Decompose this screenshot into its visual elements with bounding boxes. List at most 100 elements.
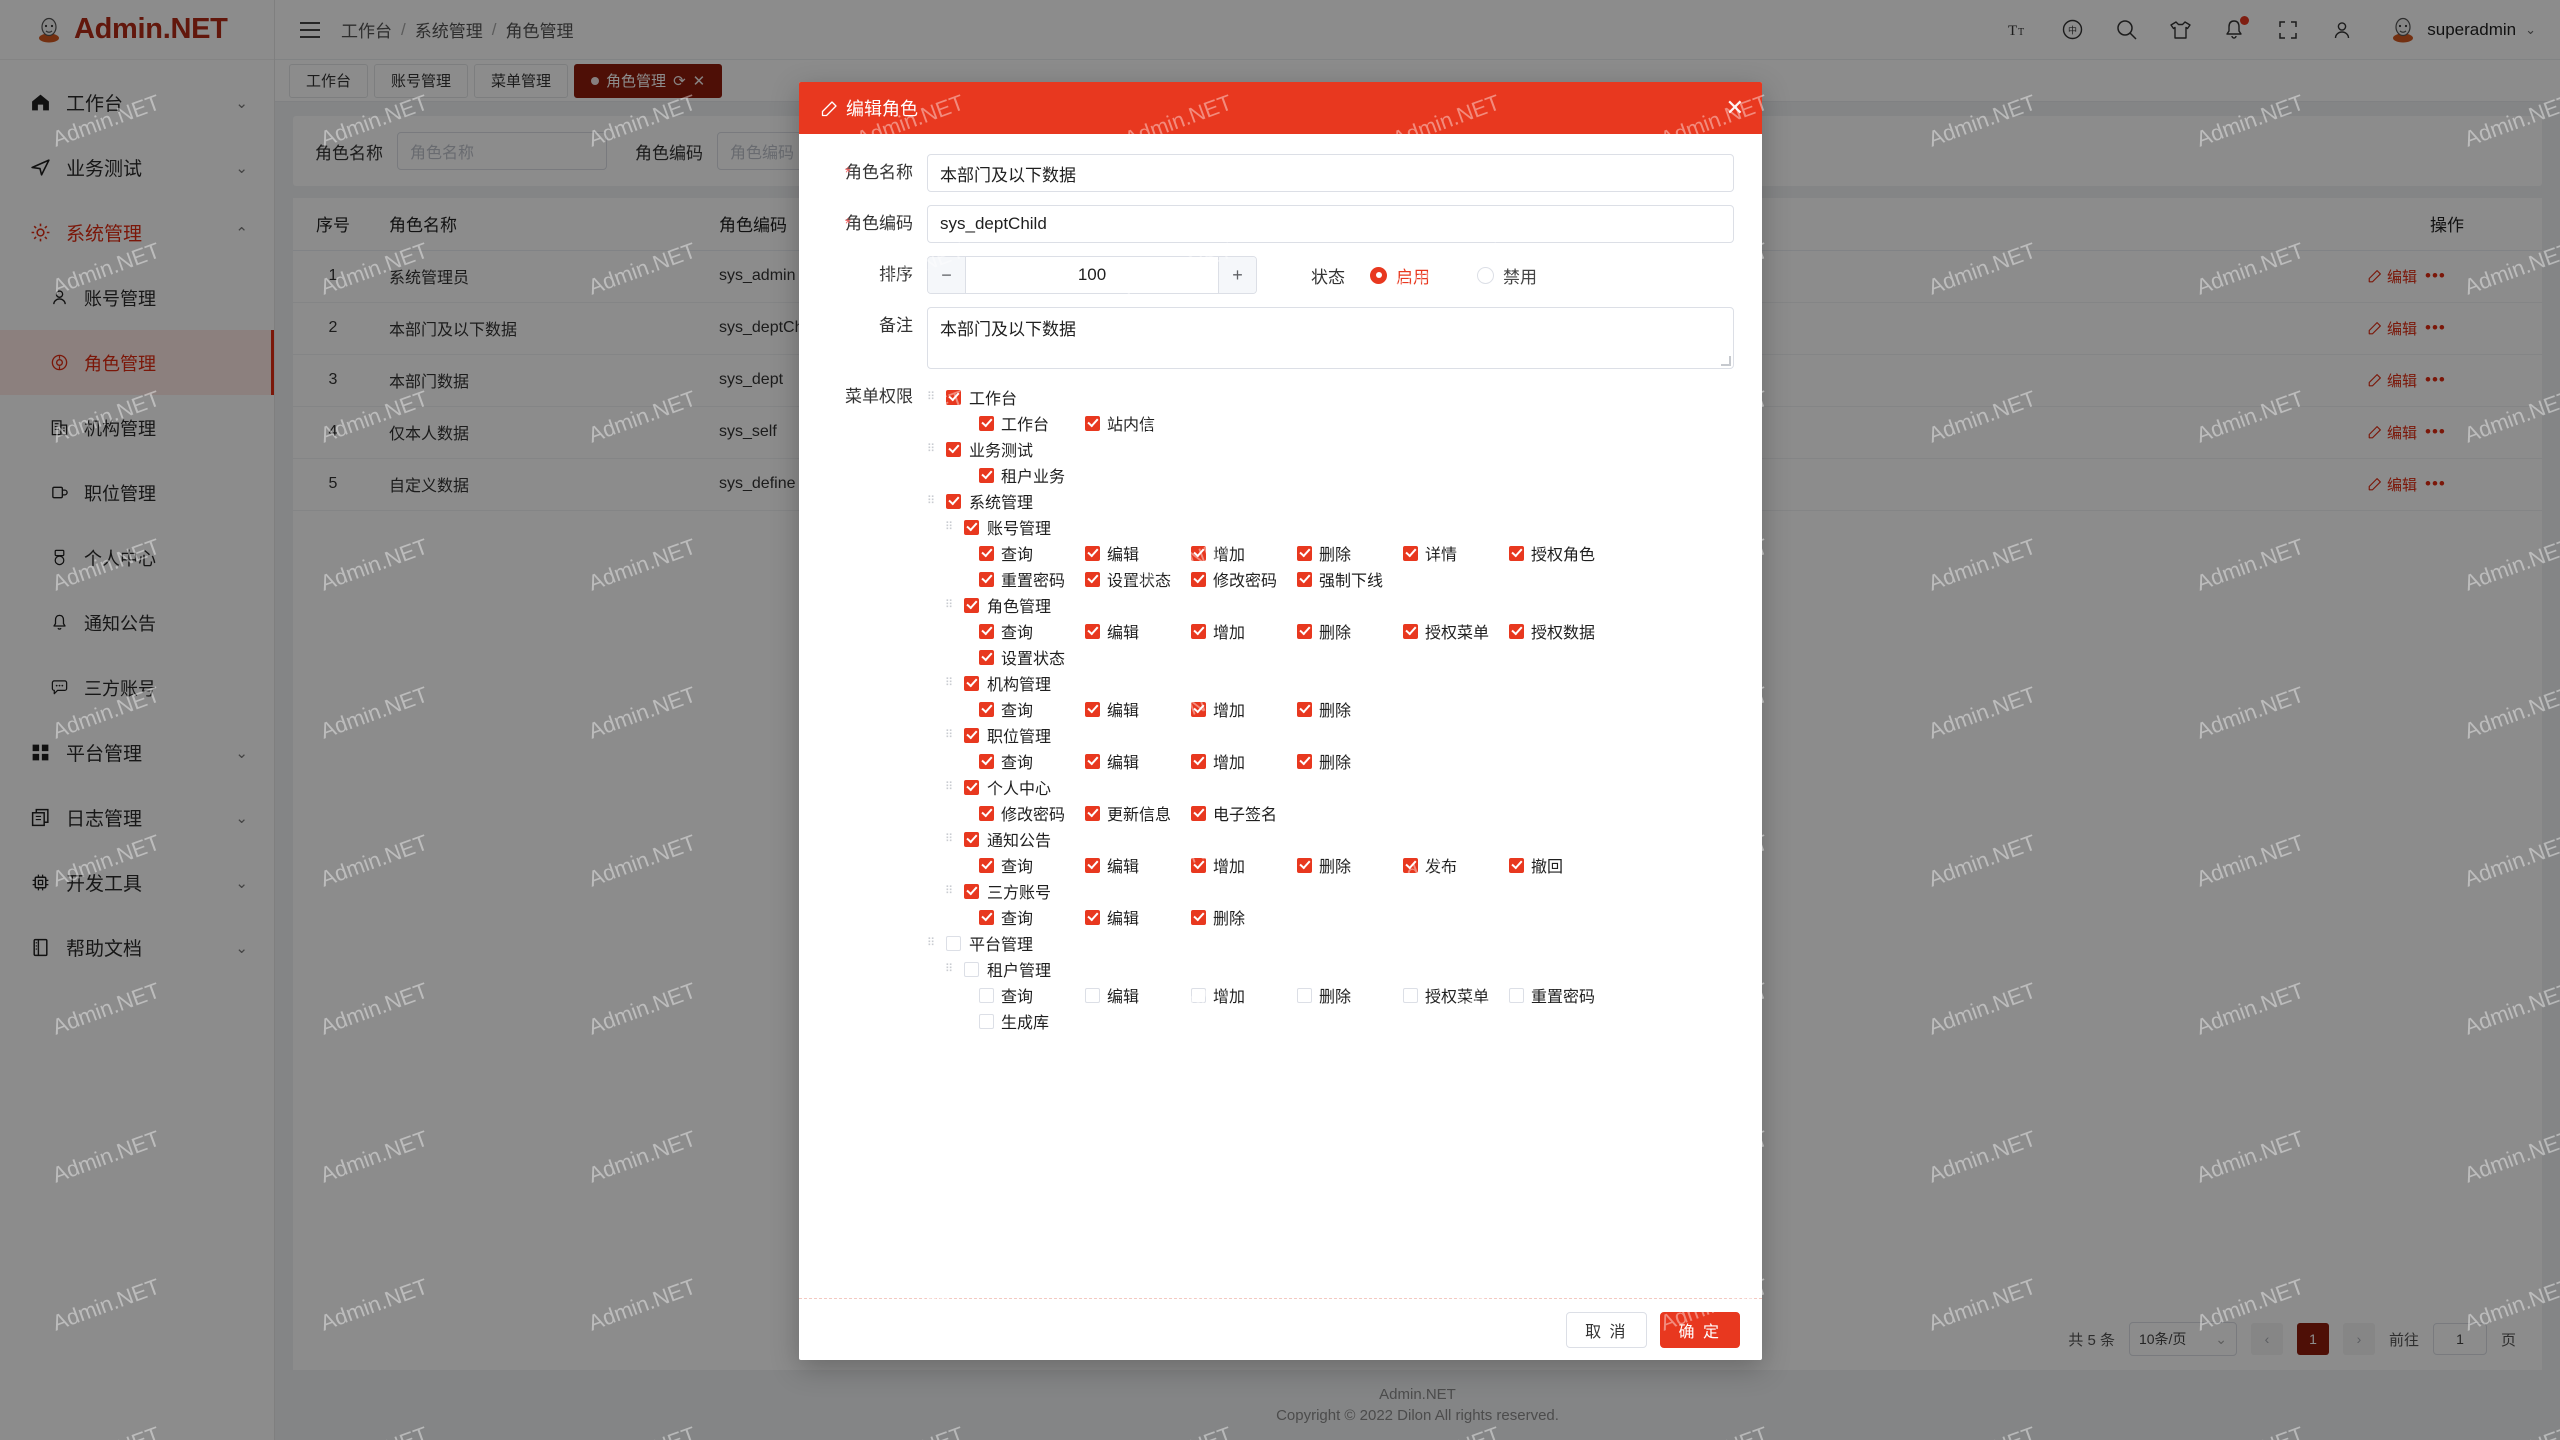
perm-leaf-checkbox[interactable] [1403, 623, 1418, 639]
tab-3[interactable]: 菜单管理 [474, 63, 569, 98]
perm-node-11[interactable]: ⠿ 平台管理 [927, 930, 1734, 956]
perm-leaf-4[interactable]: 删除 [1297, 749, 1351, 773]
resize-handle[interactable] [1721, 356, 1731, 366]
perm-leaf-3[interactable]: 增加 [1191, 853, 1245, 877]
sidebar-item-6[interactable]: 机构管理 [0, 395, 274, 460]
perm-leaf-2[interactable]: 编辑 [1085, 541, 1139, 565]
perm-leaf-1[interactable]: 查询 [979, 541, 1033, 565]
drag-handle-icon[interactable]: ⠿ [927, 390, 936, 403]
perm-leaf-checkbox[interactable] [1403, 857, 1418, 873]
perm-leaf-2[interactable]: 编辑 [1085, 619, 1139, 643]
perm-leaf-checkbox[interactable] [1191, 909, 1206, 925]
perm-leaf-checkbox[interactable] [1085, 857, 1100, 873]
perm-node-checkbox[interactable] [964, 727, 979, 743]
perm-leaf-6[interactable]: 授权角色 [1509, 541, 1595, 565]
drag-handle-icon[interactable]: ⠿ [927, 494, 936, 507]
font-size-icon[interactable]: T T [2006, 18, 2030, 42]
sidebar-item-10[interactable]: 三方账号 [0, 655, 274, 720]
row-more-icon[interactable]: ••• [2425, 474, 2446, 493]
perm-leaf-1[interactable]: 查询 [979, 853, 1033, 877]
sidebar-collapse-icon[interactable] [293, 13, 327, 47]
sort-value[interactable]: 100 [1077, 265, 1107, 284]
tab-4[interactable]: 角色管理 ⟳ ✕ [574, 63, 723, 98]
cancel-button[interactable]: 取 消 [1566, 1311, 1647, 1348]
perm-leaf-checkbox[interactable] [1085, 415, 1100, 431]
row-edit-button[interactable]: 编辑 [2368, 370, 2417, 391]
sort-stepper[interactable]: − 100 + [927, 256, 1257, 294]
row-more-icon[interactable]: ••• [2425, 266, 2446, 285]
perm-leaf-checkbox[interactable] [1191, 987, 1206, 1003]
perm-node-checkbox[interactable] [946, 389, 961, 405]
perm-leaf-8[interactable]: 设置状态 [1085, 567, 1171, 591]
perm-node-8[interactable]: ⠿ 个人中心 [927, 774, 1734, 800]
perm-node-4[interactable]: ⠿ 账号管理 [927, 514, 1734, 540]
perm-leaf-checkbox[interactable] [1085, 571, 1100, 587]
perm-leaf-4[interactable]: 删除 [1297, 853, 1351, 877]
perm-leaf-1[interactable]: 租户业务 [979, 463, 1065, 487]
perm-leaf-checkbox[interactable] [1085, 701, 1100, 717]
row-edit-button[interactable]: 编辑 [2368, 474, 2417, 495]
perm-node-3[interactable]: ⠿ 系统管理 [927, 488, 1734, 514]
perm-leaf-checkbox[interactable] [979, 909, 994, 925]
perm-node-6[interactable]: ⠿ 机构管理 [927, 670, 1734, 696]
perm-leaf-3[interactable]: 电子签名 [1191, 801, 1277, 825]
perm-leaf-checkbox[interactable] [1297, 857, 1312, 873]
perm-leaf-checkbox[interactable] [979, 805, 994, 821]
row-more-icon[interactable]: ••• [2425, 318, 2446, 337]
perm-leaf-checkbox[interactable] [1191, 545, 1206, 561]
user-icon[interactable] [2330, 18, 2354, 42]
perm-leaf-checkbox[interactable] [1191, 857, 1206, 873]
prev-page-button[interactable]: ‹ [2250, 1323, 2283, 1355]
breadcrumb-item-3[interactable]: 角色管理 [505, 22, 574, 41]
perm-leaf-checkbox[interactable] [1297, 571, 1312, 587]
drag-handle-icon[interactable]: ⠿ [945, 520, 954, 533]
breadcrumb-item-1[interactable]: 工作台 [341, 22, 392, 41]
perm-leaf-2[interactable]: 编辑 [1085, 697, 1139, 721]
perm-leaf-4[interactable]: 删除 [1297, 983, 1351, 1007]
perm-leaf-checkbox[interactable] [1297, 545, 1312, 561]
perm-leaf-checkbox[interactable] [979, 545, 994, 561]
perm-leaf-2[interactable]: 编辑 [1085, 749, 1139, 773]
perm-leaf-2[interactable]: 站内信 [1085, 411, 1155, 435]
perm-leaf-checkbox[interactable] [1191, 805, 1206, 821]
sidebar-item-2[interactable]: 业务测试 ⌄ [0, 135, 274, 200]
sort-decrement-button[interactable]: − [928, 257, 966, 293]
sidebar-item-4[interactable]: 账号管理 [0, 265, 274, 330]
perm-leaf-checkbox[interactable] [1085, 909, 1100, 925]
fullscreen-icon[interactable] [2276, 18, 2300, 42]
perm-leaf-6[interactable]: 授权数据 [1509, 619, 1595, 643]
sidebar-item-11[interactable]: 平台管理 ⌄ [0, 720, 274, 785]
perm-leaf-checkbox[interactable] [1191, 623, 1206, 639]
sidebar-item-12[interactable]: 日志管理 ⌄ [0, 785, 274, 850]
role-code-input[interactable]: sys_deptChild [927, 205, 1734, 243]
language-icon[interactable]: 中 [2060, 18, 2084, 42]
row-edit-button[interactable]: 编辑 [2368, 422, 2417, 443]
jump-input[interactable]: 1 [2432, 1323, 2487, 1355]
user-menu[interactable]: superadmin ⌄ [2388, 15, 2536, 45]
row-more-icon[interactable]: ••• [2425, 422, 2446, 441]
perm-leaf-2[interactable]: 编辑 [1085, 853, 1139, 877]
perm-leaf-checkbox[interactable] [1297, 753, 1312, 769]
perm-leaf-checkbox[interactable] [1509, 623, 1524, 639]
perm-node-checkbox[interactable] [964, 779, 979, 795]
perm-leaf-checkbox[interactable] [1509, 987, 1524, 1003]
drag-handle-icon[interactable]: ⠿ [945, 832, 954, 845]
perm-leaf-5[interactable]: 授权菜单 [1403, 983, 1489, 1007]
perm-leaf-checkbox[interactable] [1085, 805, 1100, 821]
perm-node-2[interactable]: ⠿ 业务测试 [927, 436, 1734, 462]
perm-leaf-checkbox[interactable] [979, 857, 994, 873]
page-size-select[interactable]: 10条/页 ⌄ [2128, 1322, 2237, 1356]
perm-leaf-checkbox[interactable] [1191, 753, 1206, 769]
perm-leaf-checkbox[interactable] [1297, 987, 1312, 1003]
perm-leaf-3[interactable]: 删除 [1191, 905, 1245, 929]
perm-leaf-checkbox[interactable] [1509, 857, 1524, 873]
drag-handle-icon[interactable]: ⠿ [945, 780, 954, 793]
perm-leaf-3[interactable]: 增加 [1191, 749, 1245, 773]
sort-increment-button[interactable]: + [1218, 257, 1256, 293]
perm-leaf-4[interactable]: 删除 [1297, 619, 1351, 643]
tab-refresh-icon[interactable]: ⟳ [673, 72, 686, 90]
theme-icon[interactable] [2168, 18, 2192, 42]
drag-handle-icon[interactable]: ⠿ [945, 598, 954, 611]
page-1-button[interactable]: 1 [2296, 1323, 2329, 1355]
perm-leaf-checkbox[interactable] [1191, 571, 1206, 587]
